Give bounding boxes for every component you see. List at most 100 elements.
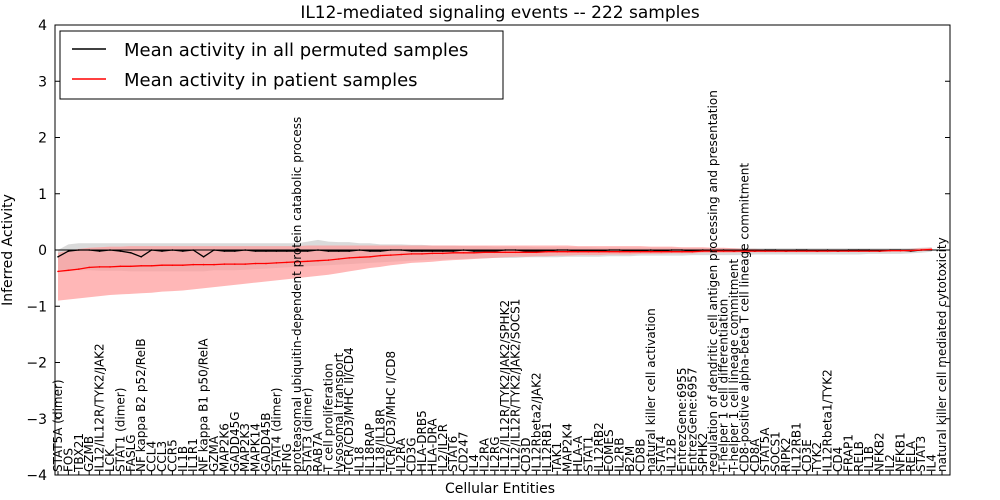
- patient-point-24: [306, 260, 309, 263]
- x-tick-label: RIPK2: [779, 437, 793, 472]
- permuted-point-46: [535, 250, 538, 252]
- patient-point-82: [910, 249, 912, 252]
- permuted-point-13: [192, 249, 194, 251]
- x-tick-label: proteasomal ubiquitin-dependent protein …: [290, 117, 304, 472]
- patient-point-67: [754, 250, 756, 252]
- permuted-point-6: [119, 250, 122, 252]
- x-tick-label: STAT1 (dimer): [113, 388, 127, 472]
- permuted-point-66: [743, 249, 746, 251]
- x-tick-label: IL18RAP: [363, 423, 377, 472]
- x-tick-label: natural killer cell mediated cytotoxicit…: [935, 237, 949, 472]
- x-tick-label: IL12/IL12R/TYK2/JAK2/SOCS1: [509, 299, 523, 472]
- permuted-point-15: [213, 249, 215, 251]
- legend-patient-label: Mean activity in patient samples: [124, 70, 418, 91]
- permuted-point-14: [202, 255, 205, 258]
- x-tick-label: STAT1: [581, 436, 595, 472]
- permuted-point-21: [275, 250, 278, 252]
- patient-point-70: [785, 250, 787, 252]
- patient-point-15: [213, 263, 215, 266]
- x-tick-label: STAT3 (dimer): [301, 388, 315, 472]
- x-tick-label: CD3E: [800, 439, 814, 472]
- permuted-point-34: [410, 250, 413, 252]
- x-tick-label: EntrezGene:6955: [675, 368, 689, 473]
- patient-point-50: [577, 250, 579, 253]
- x-tick-label: regulation of dendritic cell antigen pro…: [706, 90, 720, 472]
- patient-point-28: [348, 257, 351, 259]
- x-tick-label: IL12Rbeta2/JAK2: [529, 372, 543, 472]
- x-tick-label: MAP2K3: [238, 423, 252, 472]
- patient-point-18: [244, 263, 246, 265]
- permuted-point-22: [286, 250, 288, 252]
- x-tick-label: CCL4: [145, 441, 159, 472]
- patient-point-48: [556, 250, 558, 253]
- permuted-point-71: [795, 249, 798, 251]
- patient-point-63: [712, 250, 714, 252]
- x-tick-label: NF kappa B1 p50/RelA: [197, 338, 211, 472]
- patient-point-35: [421, 253, 423, 255]
- x-tick-label: B2M: [623, 446, 637, 472]
- permuted-point-72: [806, 249, 808, 251]
- permuted-point-20: [265, 250, 267, 252]
- x-tick-label: STAT5A: [758, 427, 772, 472]
- y-tick-label: 0: [38, 243, 47, 259]
- patient-point-10: [161, 264, 163, 267]
- patient-point-78: [868, 250, 870, 252]
- patient-point-13: [192, 263, 194, 266]
- permuted-point-33: [400, 249, 403, 251]
- x-tick-label: STAT6: [446, 436, 460, 472]
- patient-point-66: [743, 250, 746, 252]
- permuted-point-32: [390, 249, 392, 251]
- x-tick-label: TAK1: [550, 442, 564, 473]
- patient-point-59: [670, 250, 673, 253]
- y-tick-label: −4: [26, 468, 47, 484]
- x-tick-label: CD3G: [405, 437, 419, 472]
- patient-point-17: [234, 263, 236, 265]
- patient-point-39: [462, 252, 465, 254]
- patient-point-44: [514, 251, 517, 254]
- x-axis-label: Cellular Entities: [445, 481, 555, 497]
- patient-point-84: [930, 248, 933, 251]
- x-tick-label: lysosomal transport: [332, 352, 346, 472]
- patient-point-0: [57, 270, 59, 273]
- patient-point-20: [265, 262, 267, 265]
- x-tick-label: IL2RB: [613, 438, 627, 472]
- permuted-point-25: [317, 249, 319, 251]
- x-tick-label: NFKB1: [893, 432, 907, 472]
- legend-permuted-label: Mean activity in all permuted samples: [124, 40, 468, 61]
- patient-point-61: [691, 250, 694, 253]
- chart-legend: Mean activity in all permuted samples Me…: [59, 30, 504, 100]
- x-tick-label: FOS: [61, 448, 75, 472]
- permuted-point-17: [234, 250, 236, 252]
- patient-point-57: [650, 250, 652, 253]
- legend-box: [59, 30, 504, 100]
- permuted-point-69: [774, 249, 777, 251]
- x-tick-label: STAT3: [914, 436, 928, 472]
- permuted-point-18: [244, 249, 246, 251]
- permuted-point-53: [608, 249, 610, 251]
- patient-point-30: [369, 255, 371, 258]
- permuted-point-59: [670, 249, 673, 251]
- patient-point-14: [202, 263, 205, 266]
- patient-point-23: [296, 261, 299, 263]
- permuted-point-16: [223, 250, 226, 252]
- x-tick-label: GADD45G: [228, 411, 242, 472]
- patient-point-64: [722, 250, 725, 252]
- x-tick-label: T-helper 1 cell differentiation: [717, 299, 731, 473]
- x-tick-label: IL1B: [176, 446, 190, 472]
- permuted-point-30: [369, 250, 371, 252]
- x-tick-label: IL2/IL2R: [436, 424, 450, 472]
- permuted-point-2: [78, 249, 80, 251]
- x-tick-label: IL18: [353, 447, 367, 473]
- permuted-point-28: [348, 250, 351, 252]
- patient-point-79: [878, 250, 881, 252]
- permuted-point-12: [182, 250, 184, 252]
- permuted-point-60: [681, 249, 683, 251]
- permuted-point-27: [338, 250, 340, 252]
- patient-point-5: [109, 266, 111, 268]
- patient-point-80: [889, 249, 891, 252]
- permuted-point-23: [296, 250, 299, 252]
- permuted-point-26: [327, 250, 330, 252]
- permuted-point-7: [130, 252, 132, 254]
- x-tick-label: IL2RG: [488, 437, 502, 473]
- range-bands: [55, 239, 950, 301]
